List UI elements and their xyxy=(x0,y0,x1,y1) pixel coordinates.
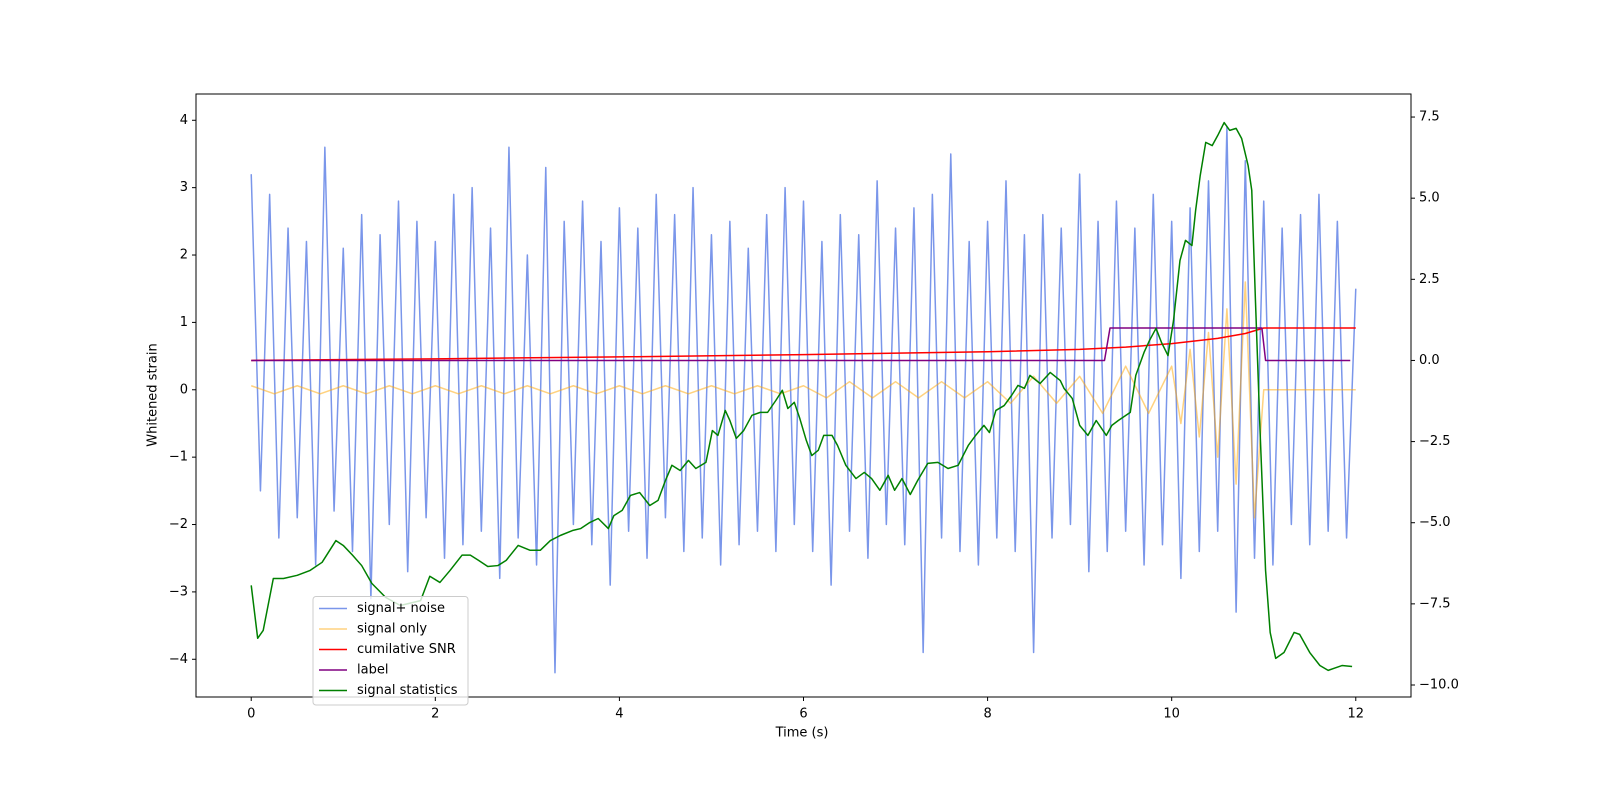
y2-tick-label: −7.5 xyxy=(1419,596,1451,611)
y2-tick-label: 0.0 xyxy=(1419,353,1440,368)
y-tick-label: 4 xyxy=(180,113,188,128)
y-tick-label: 3 xyxy=(180,180,188,195)
y2-tick-label: 5.0 xyxy=(1419,191,1440,206)
y-tick-label: −2 xyxy=(169,517,188,532)
series-line xyxy=(250,126,1357,674)
x-axis-label: Time (s) xyxy=(775,726,829,741)
x-tick-label: 2 xyxy=(431,707,439,722)
series-line xyxy=(250,281,1356,519)
legend-label: signal+ noise xyxy=(357,601,445,616)
series-line xyxy=(250,121,1353,672)
y2-tick-label: −2.5 xyxy=(1419,434,1451,449)
series-line xyxy=(251,327,1356,362)
x-tick-label: 12 xyxy=(1347,707,1364,722)
y2-tick-label: 7.5 xyxy=(1419,110,1440,125)
x-tick-label: 10 xyxy=(1163,707,1180,722)
plot-area xyxy=(250,121,1357,674)
legend: signal+ noise signal only cumilative SNR la… xyxy=(312,596,469,706)
y2-tick-label: 2.5 xyxy=(1419,272,1440,287)
legend-label: cumilative SNR xyxy=(357,642,456,657)
legend-label: label xyxy=(357,663,388,678)
x-tick-label: 6 xyxy=(799,707,807,722)
legend-label: signal only xyxy=(357,622,427,637)
series-line xyxy=(251,327,1351,362)
y-axis-label: Whitened strain xyxy=(146,343,161,446)
x-tick-label: 8 xyxy=(983,707,991,722)
legend-label: signal statistics xyxy=(357,683,458,698)
y2-tick-label: −5.0 xyxy=(1419,515,1451,530)
y-tick-label: 1 xyxy=(180,315,188,330)
y-tick-label: −1 xyxy=(169,450,188,465)
y-tick-label: −4 xyxy=(169,652,188,667)
y2-tick-label: −10.0 xyxy=(1419,677,1459,692)
legend-box xyxy=(312,596,469,706)
x-tick-label: 0 xyxy=(247,707,255,722)
y-tick-label: 2 xyxy=(180,248,188,263)
y-tick-label: −3 xyxy=(169,584,188,599)
y-tick-label: 0 xyxy=(180,382,188,397)
x-tick-label: 4 xyxy=(615,707,623,722)
